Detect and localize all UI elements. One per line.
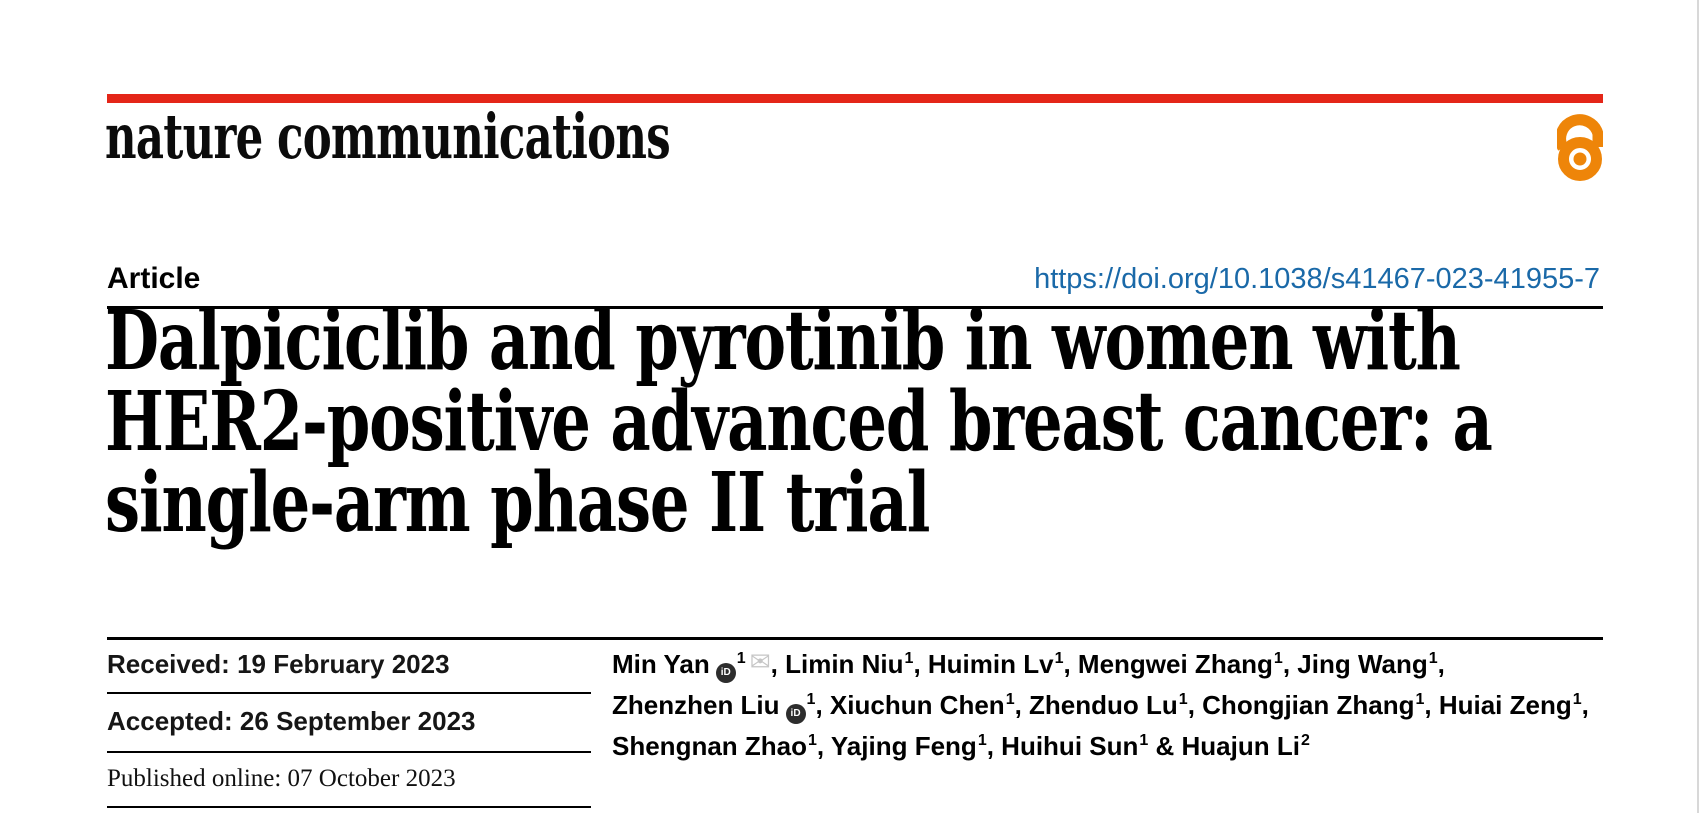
author-name: Huimin Lv xyxy=(927,649,1054,679)
article-title-line: single-arm phase II trial xyxy=(105,455,930,551)
author-separator: , xyxy=(1282,649,1298,679)
date-divider xyxy=(107,806,591,808)
author-affiliation-superscript: 1 xyxy=(1178,691,1188,708)
author-name: Jing Wang xyxy=(1297,649,1428,679)
author-name: Zhenduo Lu xyxy=(1029,690,1178,720)
author-name: Zhenzhen Liu xyxy=(612,690,780,720)
author-line: Zhenzhen Liu iD1, Xiuchun Chen1, Zhenduo … xyxy=(612,687,1612,728)
journal-logo: nature communications xyxy=(105,100,671,173)
author-affiliation-superscript: 1 xyxy=(808,732,817,749)
author-separator: , xyxy=(1424,690,1439,720)
author-name: Yajing Feng xyxy=(830,731,977,761)
author-list: Min Yan iD1 ✉, Limin Niu1, Huimin Lv1, Men… xyxy=(612,646,1612,769)
date-divider xyxy=(107,751,591,753)
email-icon[interactable]: ✉ xyxy=(749,648,771,676)
author-affiliation-superscript: 2 xyxy=(1300,732,1310,749)
author-line: Shengnan Zhao1, Yajing Feng1, Huihui Sun… xyxy=(612,728,1612,769)
received-date: Received: 19 February 2023 xyxy=(107,649,450,679)
author-name: Min Yan xyxy=(612,649,710,679)
author-affiliation-superscript: 1 xyxy=(1415,691,1425,708)
author-affiliation-superscript: 1 xyxy=(736,650,746,667)
author-name: Limin Niu xyxy=(785,649,904,679)
article-title-line: Dalpiciclib and pyrotinib in women with xyxy=(105,293,1461,389)
author-name: Chongjian Zhang xyxy=(1202,690,1415,720)
author-separator: & xyxy=(1148,731,1182,761)
page-edge-divider xyxy=(1697,0,1699,813)
author-separator: , xyxy=(1014,690,1030,720)
author-affiliation-superscript: 1 xyxy=(1572,691,1582,708)
author-name: Mengwei Zhang xyxy=(1077,649,1273,679)
author-separator: , xyxy=(1063,649,1078,679)
author-name: Huihui Sun xyxy=(1001,731,1139,761)
author-affiliation-superscript: 1 xyxy=(1139,732,1149,749)
author-name: Xiuchun Chen xyxy=(829,690,1005,720)
author-separator: , xyxy=(913,649,928,679)
author-affiliation-superscript: 1 xyxy=(1273,650,1283,667)
author-affiliation-superscript: 1 xyxy=(1054,650,1064,667)
author-separator: , xyxy=(986,731,1002,761)
doi-link[interactable]: https://doi.org/10.1038/s41467-023-41955… xyxy=(1034,263,1600,295)
author-name: Shengnan Zhao xyxy=(612,731,807,761)
author-separator: , xyxy=(1581,690,1589,720)
author-name: Huiai Zeng xyxy=(1438,690,1572,720)
accepted-date: Accepted: 26 September 2023 xyxy=(107,706,476,736)
author-separator: , xyxy=(816,731,831,761)
orcid-icon[interactable]: iD xyxy=(715,662,736,683)
published-date: Published online: 07 October 2023 xyxy=(107,765,456,792)
open-access-icon xyxy=(1557,114,1603,181)
author-separator: , xyxy=(815,690,830,720)
author-separator: , xyxy=(1187,690,1203,720)
author-affiliation-superscript: 1 xyxy=(1428,650,1438,667)
author-affiliation-superscript: 1 xyxy=(904,650,914,667)
masthead-red-bar xyxy=(107,94,1603,103)
metadata-top-divider xyxy=(107,637,1603,640)
author-affiliation-superscript: 1 xyxy=(977,732,987,749)
article-title-line: HER2-positive advanced breast cancer: a xyxy=(105,374,1493,470)
date-divider xyxy=(107,692,591,694)
author-name: Huajun Li xyxy=(1181,731,1300,761)
article-title: Dalpiciclib and pyrotinib in women with … xyxy=(105,293,1493,551)
header-divider xyxy=(107,306,1603,309)
author-affiliation-superscript: 1 xyxy=(1005,691,1015,708)
orcid-icon[interactable]: iD xyxy=(785,703,806,724)
author-line: Min Yan iD1 ✉, Limin Niu1, Huimin Lv1, Men… xyxy=(612,646,1612,687)
article-type-label: Article xyxy=(107,262,201,295)
author-separator: , xyxy=(1437,649,1445,679)
author-separator: , xyxy=(770,649,786,679)
author-affiliation-superscript: 1 xyxy=(806,691,816,708)
